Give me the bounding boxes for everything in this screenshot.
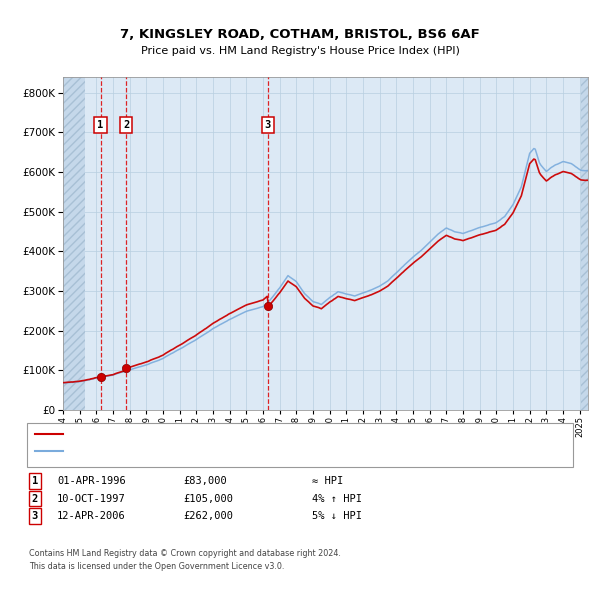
Text: 3: 3 bbox=[265, 120, 271, 130]
Text: 7, KINGSLEY ROAD, COTHAM, BRISTOL, BS6 6AF: 7, KINGSLEY ROAD, COTHAM, BRISTOL, BS6 6… bbox=[120, 28, 480, 41]
Text: 1: 1 bbox=[97, 120, 104, 130]
Text: 3: 3 bbox=[32, 512, 38, 521]
Text: 2: 2 bbox=[123, 120, 129, 130]
Text: Price paid vs. HM Land Registry's House Price Index (HPI): Price paid vs. HM Land Registry's House … bbox=[140, 47, 460, 56]
Text: 1: 1 bbox=[32, 476, 38, 486]
Bar bbox=[581, 77, 588, 410]
Bar bbox=[63, 77, 85, 410]
Text: HPI: Average price, detached house, City of Bristol: HPI: Average price, detached house, City… bbox=[66, 447, 313, 456]
Text: Contains HM Land Registry data © Crown copyright and database right 2024.: Contains HM Land Registry data © Crown c… bbox=[29, 549, 341, 558]
Text: 7, KINGSLEY ROAD, COTHAM, BRISTOL, BS6 6AF (detached house): 7, KINGSLEY ROAD, COTHAM, BRISTOL, BS6 6… bbox=[66, 429, 391, 438]
Text: 5% ↓ HPI: 5% ↓ HPI bbox=[312, 512, 362, 521]
Text: £262,000: £262,000 bbox=[183, 512, 233, 521]
Text: 12-APR-2006: 12-APR-2006 bbox=[57, 512, 126, 521]
Text: £83,000: £83,000 bbox=[183, 476, 227, 486]
Text: 2: 2 bbox=[32, 494, 38, 503]
Text: 4% ↑ HPI: 4% ↑ HPI bbox=[312, 494, 362, 503]
Text: This data is licensed under the Open Government Licence v3.0.: This data is licensed under the Open Gov… bbox=[29, 562, 284, 571]
Text: ≈ HPI: ≈ HPI bbox=[312, 476, 343, 486]
Text: £105,000: £105,000 bbox=[183, 494, 233, 503]
Text: 01-APR-1996: 01-APR-1996 bbox=[57, 476, 126, 486]
Text: 10-OCT-1997: 10-OCT-1997 bbox=[57, 494, 126, 503]
